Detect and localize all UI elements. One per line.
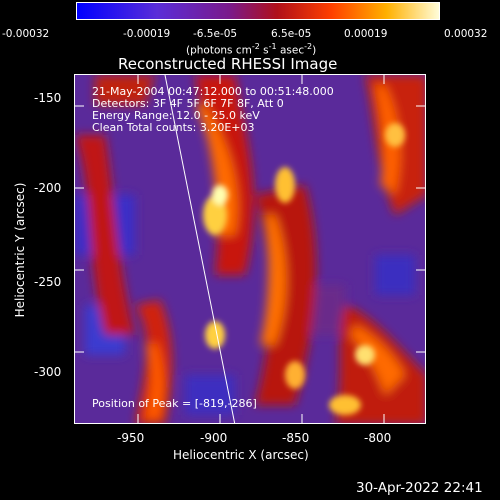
y-tick-label: -150 xyxy=(34,91,62,105)
peak-position-label: Position of Peak = [-819,-286] xyxy=(92,397,257,410)
colorbar-tick-label: -6.5e-05 xyxy=(193,28,238,40)
timestamp: 30-Apr-2022 22:41 xyxy=(356,480,483,496)
y-tick-label: -200 xyxy=(34,181,62,195)
x-tick-label: -950 xyxy=(117,431,145,445)
y-tick-label: -250 xyxy=(34,275,62,289)
colorbar xyxy=(76,2,440,20)
x-axis-label: Heliocentric X (arcsec) xyxy=(173,448,309,462)
colorbar-tick-label: -0.00019 xyxy=(123,28,171,40)
x-tick-label: -900 xyxy=(200,431,228,445)
colorbar-tick-label: 0.00032 xyxy=(444,28,488,40)
colorbar-tick-label: 6.5e-05 xyxy=(271,28,312,40)
rhessi-image xyxy=(74,74,426,424)
info-line-energy: Energy Range: 12.0 - 25.0 keV xyxy=(92,109,260,122)
plot-title: Reconstructed RHESSI Image xyxy=(118,55,338,73)
info-line-time: 21-May-2004 00:47:12.000 to 00:51:48.000 xyxy=(92,85,334,98)
y-tick-label: -300 xyxy=(34,365,62,379)
y-axis-label: Heliocentric Y (arcsec) xyxy=(13,182,27,318)
colorbar-units-label: (photons cm-2 s-1 asec-2) xyxy=(186,42,317,57)
info-line-counts: Clean Total counts: 3.20E+03 xyxy=(92,121,255,134)
colorbar-tick-label: -0.00032 xyxy=(2,28,50,40)
colorbar-tick-label: 0.00019 xyxy=(344,28,388,40)
x-tick-label: -800 xyxy=(364,431,392,445)
x-tick-label: -850 xyxy=(282,431,310,445)
info-line-detectors: Detectors: 3F 4F 5F 6F 7F 8F, Att 0 xyxy=(92,97,284,110)
